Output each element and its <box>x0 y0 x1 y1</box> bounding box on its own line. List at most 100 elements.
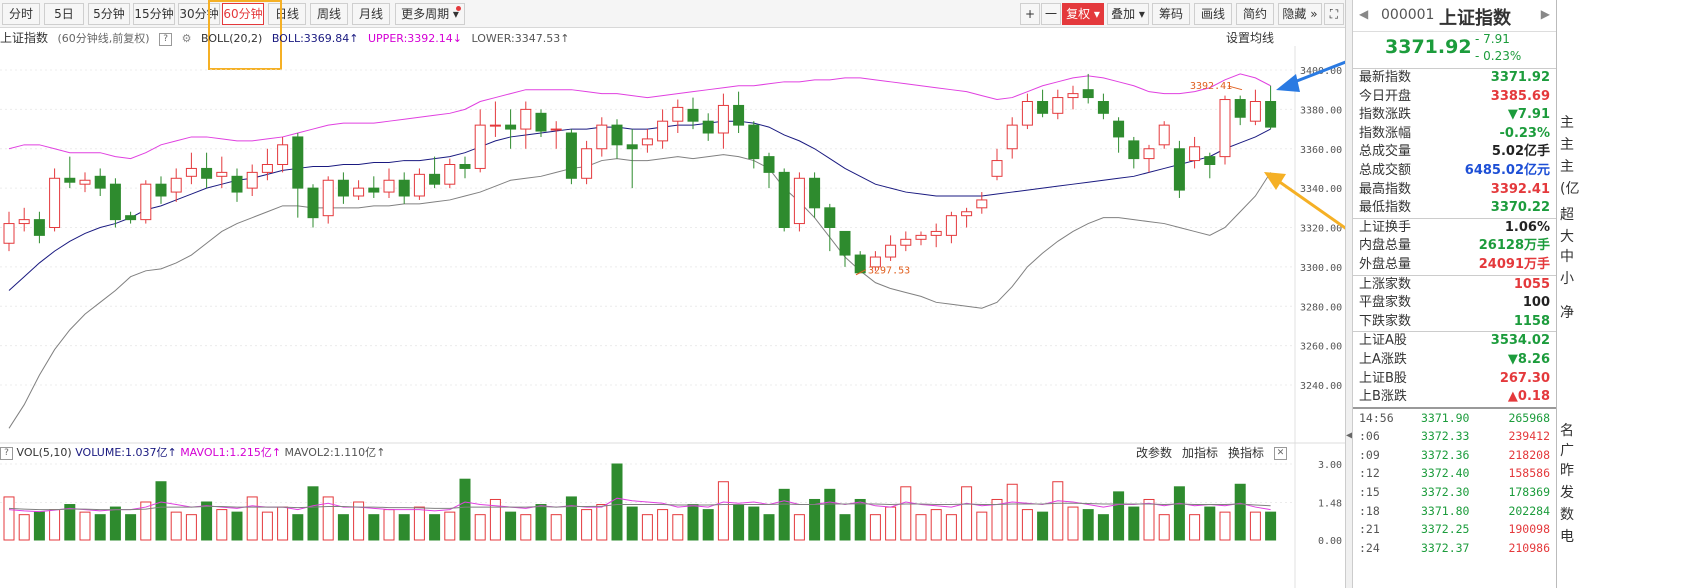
candle-body <box>976 199 988 209</box>
prev-arrow-icon[interactable]: ◀ <box>1359 7 1369 21</box>
vol-action-0[interactable]: 改参数 <box>1135 446 1172 460</box>
volume-bar <box>1128 506 1140 541</box>
vol-label[interactable]: VOL(5,10) <box>16 446 72 459</box>
tick-row: :21 3372.25 190098 <box>1353 520 1556 539</box>
tab-2[interactable]: 5分钟 <box>88 3 130 25</box>
tick-time: 14:56 <box>1359 410 1394 425</box>
mid-band <box>8 120 1271 291</box>
splitter[interactable] <box>1345 0 1352 588</box>
yincang-button[interactable]: 隐藏 » <box>1278 3 1322 25</box>
mavol1-value: MAVOL1:1.215亿 <box>180 446 272 459</box>
row-value: 3370.22 <box>1490 200 1550 216</box>
help-icon[interactable]: ? <box>0 446 13 460</box>
tick-volume: 202284 <box>1508 503 1550 518</box>
volume-bar <box>64 504 76 541</box>
upper-value: UPPER:3392.14 <box>368 32 453 45</box>
tab-7[interactable]: 周线 <box>310 3 348 25</box>
volume-bar <box>474 514 486 541</box>
volume-bar <box>778 488 790 541</box>
mavol2-value: MAVOL2:1.110亿 <box>284 446 377 459</box>
tick-time: :21 <box>1359 522 1380 537</box>
ma-setting-button[interactable]: 设置均线 <box>1225 31 1274 45</box>
boll-param[interactable]: BOLL(20,2) <box>200 32 263 45</box>
candle-body <box>1249 101 1261 122</box>
tick-time: :09 <box>1359 447 1380 462</box>
volume-header: ? VOL(5,10) VOLUME:1.037亿↑ MAVOL1:1.215亿… <box>0 444 1295 462</box>
tab-5[interactable]: 60分钟 <box>222 3 264 25</box>
diejia-button[interactable]: 叠加 ▾ <box>1107 3 1149 25</box>
vol-action-1[interactable]: 加指标 <box>1181 446 1218 460</box>
tick-list[interactable]: 14:56 3371.90 265968:06 3372.33 239412:09 337… <box>1353 406 1556 558</box>
edge-char: 净 <box>1560 305 1574 321</box>
fullscreen-icon[interactable]: ⛶ <box>1324 3 1344 25</box>
gear-icon[interactable]: ⚙ <box>181 32 192 45</box>
tab-1[interactable]: 5日 <box>44 3 84 25</box>
expand-icon[interactable]: ◀ <box>1346 430 1354 441</box>
volume-bar <box>1037 511 1049 541</box>
row-value: 26128万手 <box>1478 238 1550 254</box>
tick-row: :09 3372.36 218208 <box>1353 446 1556 465</box>
blue-arrow-line <box>1283 60 1345 88</box>
row-value: 3392.41 <box>1490 181 1550 197</box>
tab-9[interactable]: 更多周期 ▾ <box>395 3 465 25</box>
candle-body <box>565 132 577 179</box>
price-pct: - 0.23% <box>1475 49 1522 63</box>
blue-arrow-head <box>1276 74 1300 92</box>
row-value: 100 <box>1522 295 1550 311</box>
tick-row: :12 3372.40 158586 <box>1353 464 1556 483</box>
candle-body <box>444 164 456 185</box>
tab-3[interactable]: 15分钟 <box>133 3 175 25</box>
candle-body <box>1052 97 1064 114</box>
edge-char: 发 <box>1560 485 1574 501</box>
candle-body <box>748 124 760 160</box>
next-arrow-icon[interactable]: ▶ <box>1540 7 1550 21</box>
row-value: 3371.92 <box>1490 70 1550 85</box>
row-value: 3385.69 <box>1490 88 1550 104</box>
tick-price: 3371.90 <box>1421 410 1470 425</box>
price-axis-label: 3280.00 <box>1300 302 1342 313</box>
row-label: 总成交量 <box>1359 144 1412 160</box>
tab-0[interactable]: 分时 <box>2 3 40 25</box>
volume-bar <box>717 481 729 541</box>
candle-body <box>231 175 243 193</box>
close-icon[interactable]: ✕ <box>1274 447 1287 460</box>
candle-body <box>1037 101 1049 114</box>
quote-rows: 最新指数 3371.92 今日开盘 3385.69 指数涨跌 ▼7.91 指数涨幅 -0.23… <box>1353 68 1556 218</box>
turnover-row: 内盘总量 26128万手 <box>1353 237 1556 256</box>
volume-bar <box>383 509 395 541</box>
tick-volume: 239412 <box>1508 429 1550 444</box>
candle-body <box>1143 148 1155 160</box>
candle-body <box>79 179 91 185</box>
candle-body <box>292 136 304 189</box>
help-icon[interactable]: ? <box>159 32 173 46</box>
price-change: - 7.91 <box>1475 32 1510 46</box>
volume-bar <box>945 514 957 541</box>
volume-bar <box>49 509 61 541</box>
fuquan-button[interactable]: 复权 ▾ <box>1062 3 1104 25</box>
candle-body <box>611 124 623 146</box>
tick-price: 3372.30 <box>1421 485 1470 500</box>
volume-bar <box>550 514 562 541</box>
volume-bar <box>18 514 30 541</box>
arrow-up-icon: ↑ <box>167 446 177 459</box>
volume-bar <box>216 509 228 541</box>
turnover-row: 上证换手 1.06% <box>1353 219 1556 238</box>
plus-button[interactable]: + <box>1020 3 1040 25</box>
row-label: 指数涨幅 <box>1359 125 1412 141</box>
jianyue-button[interactable]: 简约 <box>1236 3 1274 25</box>
quote-sidebar: ◀ 000001 上证指数 ▶ 3371.92 - 7.91 - 0.23% 最… <box>1352 0 1556 588</box>
candle-body <box>763 156 775 173</box>
volume-bar <box>79 511 91 541</box>
chouma-button[interactable]: 筹码 <box>1152 3 1190 25</box>
volume-bar <box>824 488 836 541</box>
minus-button[interactable]: 一 <box>1041 3 1061 25</box>
candle-body <box>49 177 61 228</box>
volume-bar <box>900 486 912 541</box>
vol-action-2[interactable]: 换指标 <box>1227 446 1264 460</box>
turnover-rows: 上证换手 1.06% 内盘总量 26128万手 外盘总量 24091万手 <box>1353 217 1556 275</box>
huaxian-button[interactable]: 画线 <box>1194 3 1232 25</box>
mavol2-line <box>8 502 1271 511</box>
candle-body <box>459 164 471 169</box>
tab-8[interactable]: 月线 <box>352 3 390 25</box>
tick-row: :15 3372.30 178369 <box>1353 483 1556 502</box>
